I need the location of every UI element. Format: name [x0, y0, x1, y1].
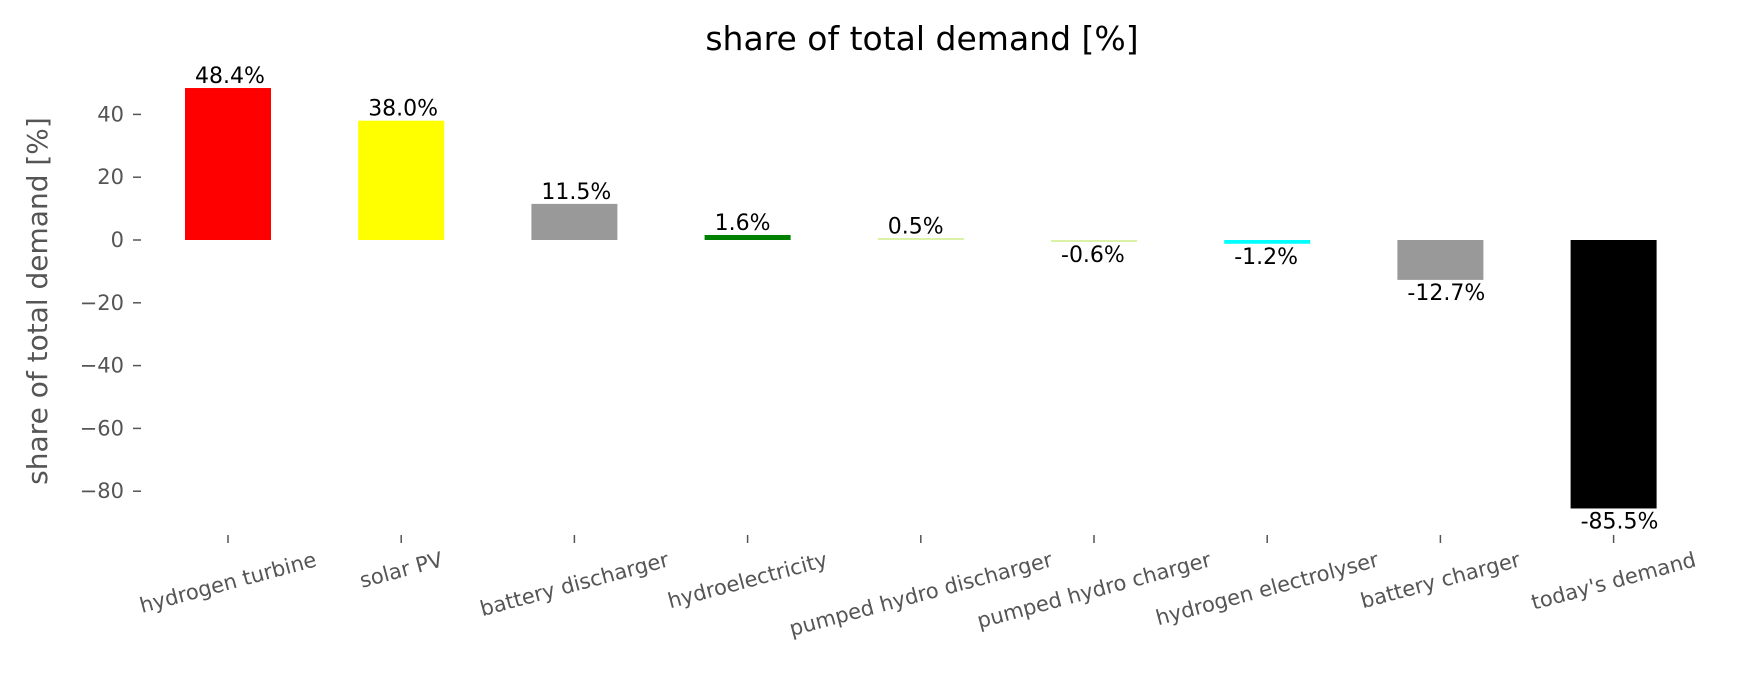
bar — [1570, 240, 1657, 509]
data-label: -85.5% — [1581, 509, 1659, 534]
bar — [1397, 240, 1484, 280]
x-tick-label: battery discharger — [477, 547, 671, 621]
y-tick-label: −80 — [80, 479, 124, 503]
x-tick-label: solar PV — [357, 547, 446, 592]
bar — [704, 234, 791, 240]
y-tick-label: 40 — [97, 102, 124, 126]
y-tick-label: 20 — [97, 165, 124, 189]
data-label: 48.4% — [195, 64, 265, 89]
bar — [877, 238, 964, 240]
bar — [185, 88, 271, 240]
y-axis-label: share of total demand [%] — [21, 117, 54, 485]
bar — [1051, 240, 1137, 242]
x-tick-label: hydrogen turbine — [137, 548, 319, 618]
y-tick-label: −20 — [80, 291, 124, 315]
data-label: 38.0% — [368, 97, 438, 122]
bar — [358, 120, 445, 240]
x-tick-label: battery charger — [1358, 547, 1523, 613]
data-label: 1.6% — [715, 211, 771, 236]
x-tick-label: today's demand — [1529, 548, 1699, 615]
chart-title: share of total demand [%] — [705, 19, 1138, 58]
data-label: -0.6% — [1061, 243, 1125, 268]
data-label: 11.5% — [541, 180, 611, 205]
y-tick-label: −40 — [80, 354, 124, 378]
y-tick-label: −60 — [80, 416, 124, 440]
bar — [531, 203, 618, 240]
data-label: -12.7% — [1407, 281, 1485, 306]
data-label: -1.2% — [1234, 245, 1298, 270]
y-tick-label: 0 — [111, 228, 124, 252]
data-label: 0.5% — [888, 214, 944, 239]
bar — [1224, 240, 1311, 244]
x-tick-label: hydroelectricity — [665, 548, 830, 614]
